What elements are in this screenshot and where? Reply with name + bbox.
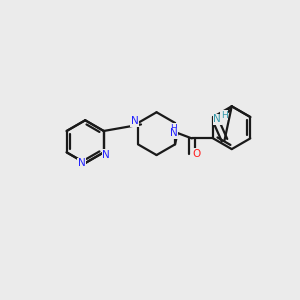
Text: N: N xyxy=(213,114,221,124)
Text: H: H xyxy=(170,124,176,133)
Text: H: H xyxy=(221,111,227,120)
Text: O: O xyxy=(192,149,200,159)
Text: N: N xyxy=(130,116,138,127)
Text: N: N xyxy=(78,158,86,168)
Text: N: N xyxy=(102,150,110,160)
Text: N: N xyxy=(170,128,178,138)
